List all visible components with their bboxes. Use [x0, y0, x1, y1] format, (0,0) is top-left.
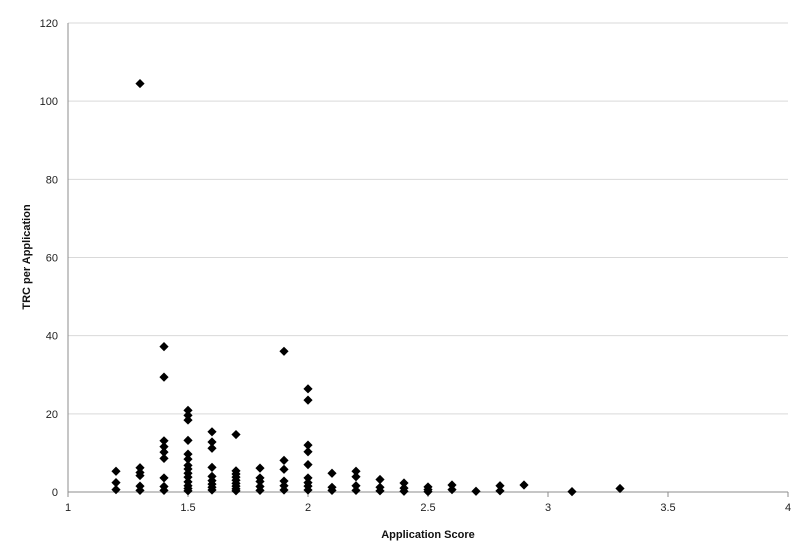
data-point — [183, 435, 193, 446]
data-point — [399, 478, 409, 488]
x-tick-label: 2 — [305, 502, 311, 514]
data-point — [111, 466, 121, 476]
x-axis-tick-labels: 1 1.5 2 2.5 3 3.5 4 — [65, 502, 791, 514]
data-point — [303, 447, 313, 457]
data-point — [159, 436, 169, 446]
data-point — [231, 486, 241, 496]
data-point — [183, 405, 193, 415]
data-point — [495, 481, 505, 491]
data-point — [135, 78, 145, 89]
data-point — [159, 342, 169, 352]
data-point — [135, 485, 145, 496]
y-tick-label: 80 — [46, 174, 58, 186]
axes — [67, 23, 789, 497]
gridlines — [68, 22, 788, 415]
data-point — [255, 485, 265, 496]
data-point — [351, 472, 361, 482]
data-point — [351, 481, 361, 491]
data-point — [183, 410, 193, 420]
x-tick-label: 3 — [545, 502, 551, 514]
data-point — [183, 454, 193, 464]
data-point — [567, 487, 577, 497]
y-tick-label: 120 — [40, 18, 58, 30]
y-tick-label: 40 — [46, 331, 58, 343]
data-point — [303, 395, 313, 405]
data-point — [303, 460, 313, 470]
y-tick-label: 60 — [46, 253, 58, 265]
x-axis-title: Application Score — [381, 529, 475, 541]
data-point — [183, 415, 193, 425]
data-point — [303, 440, 313, 450]
data-point — [447, 480, 457, 490]
data-point — [279, 476, 289, 486]
data-point — [111, 485, 121, 495]
x-tick-label: 4 — [785, 502, 791, 514]
y-tick-label: 20 — [46, 409, 58, 421]
data-point — [159, 485, 169, 496]
data-point — [351, 485, 361, 496]
data-point — [159, 447, 169, 457]
data-point — [279, 346, 289, 356]
data-point — [279, 464, 289, 474]
data-point — [135, 463, 145, 473]
data-point — [183, 472, 193, 482]
data-point — [159, 372, 169, 382]
x-tick-label: 2.5 — [420, 502, 435, 514]
data-point — [399, 486, 409, 496]
y-axis-tick-labels: 0 20 40 60 80 100 120 — [40, 18, 58, 499]
data-point — [207, 437, 217, 447]
data-point — [351, 466, 361, 476]
x-tick-label: 1 — [65, 502, 71, 514]
data-point — [447, 485, 457, 495]
data-point — [615, 483, 625, 494]
data-point — [183, 486, 193, 496]
x-tick-label: 3.5 — [660, 502, 675, 514]
data-point — [423, 487, 433, 497]
data-point — [207, 485, 217, 495]
data-point — [303, 485, 313, 495]
data-point — [279, 485, 289, 495]
data-point — [471, 486, 481, 496]
y-tick-label: 100 — [40, 96, 58, 108]
data-point — [375, 474, 385, 485]
data-point — [207, 443, 217, 453]
data-point — [231, 429, 241, 440]
data-point — [207, 427, 217, 437]
data-point — [135, 470, 145, 481]
data-point — [159, 453, 169, 463]
x-tick-label: 1.5 — [180, 502, 195, 514]
data-point — [255, 463, 265, 473]
data-point — [303, 384, 313, 394]
data-point — [327, 485, 337, 496]
data-point — [111, 478, 121, 488]
data-points — [111, 78, 625, 497]
data-point — [519, 480, 529, 490]
data-point — [159, 473, 169, 483]
data-point — [279, 455, 289, 465]
data-point — [183, 449, 193, 459]
data-point — [327, 468, 337, 478]
data-point — [303, 473, 313, 483]
data-point — [255, 476, 265, 487]
y-axis-title: TRC per Application — [21, 204, 33, 310]
data-point — [375, 486, 385, 496]
data-point — [207, 462, 217, 472]
y-tick-label: 0 — [52, 487, 58, 499]
data-point — [495, 486, 505, 496]
data-point — [159, 442, 169, 452]
